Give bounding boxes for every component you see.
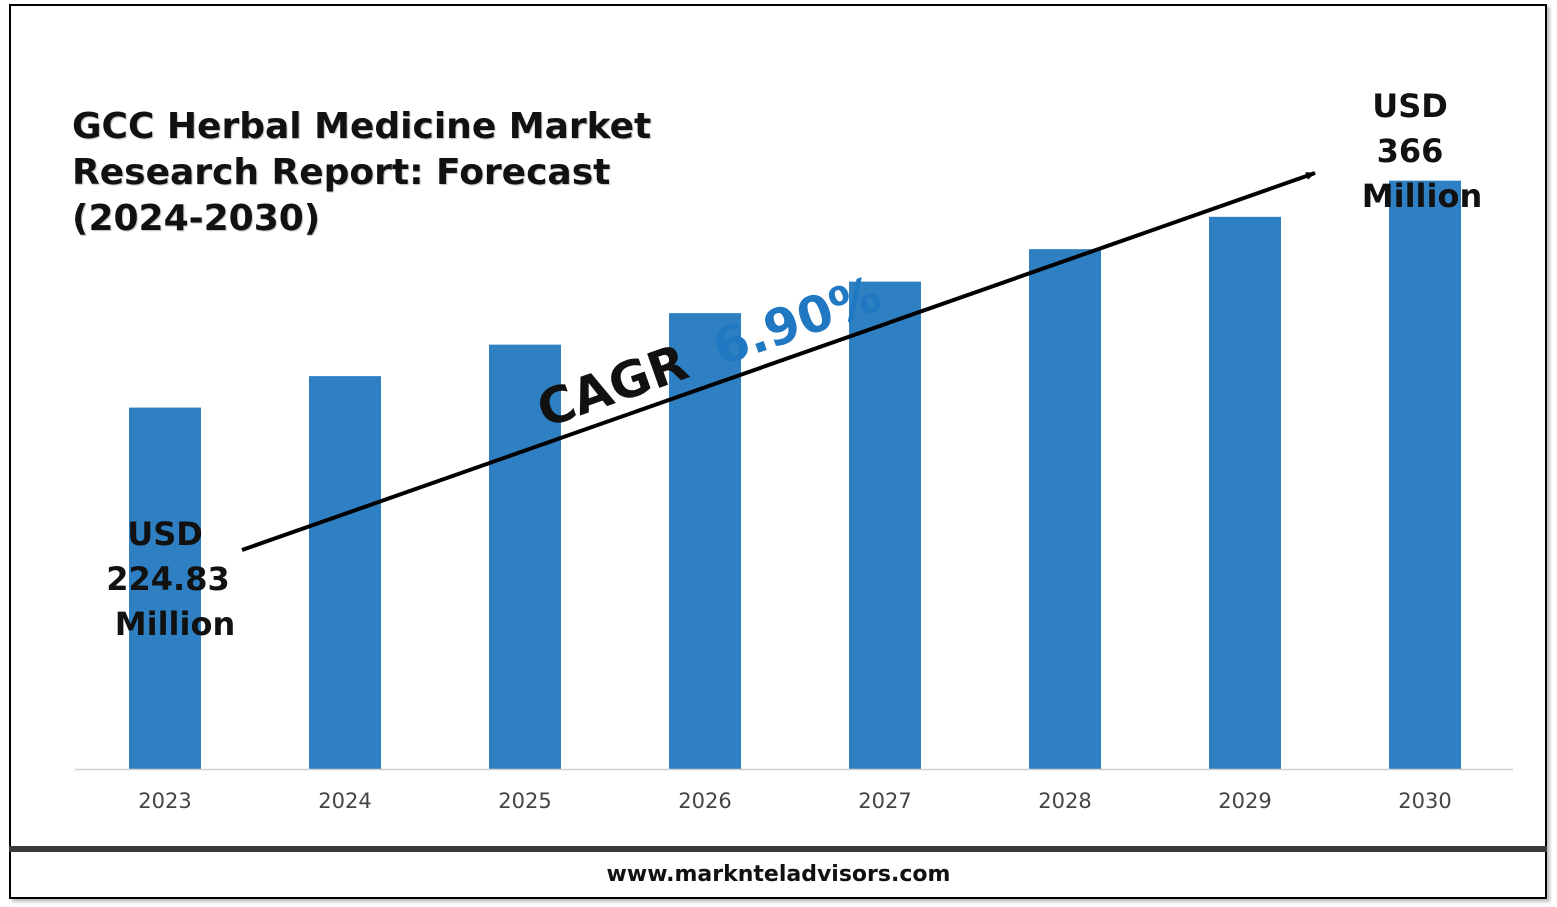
bar-2027 bbox=[849, 281, 921, 769]
end-label-line-3: Million bbox=[1362, 177, 1482, 215]
cagr-trend-arrow bbox=[241, 171, 1316, 552]
bar-2024 bbox=[309, 376, 381, 769]
start-label-line-1: USD bbox=[127, 515, 203, 553]
end-label-line-2: 366 bbox=[1377, 132, 1444, 170]
bar-2028 bbox=[1029, 249, 1101, 769]
end-value-label: USD 366 Million bbox=[1362, 87, 1482, 215]
x-tick-label-2028: 2028 bbox=[1038, 789, 1091, 813]
bars-group bbox=[129, 180, 1461, 770]
start-label-line-3: Million bbox=[115, 605, 235, 643]
x-tick-labels: 2023 2024 2025 2026 2027 2028 2029 2030 bbox=[138, 789, 1451, 813]
title-line-2: Research Report: Forecast bbox=[72, 152, 611, 193]
footer-divider bbox=[9, 846, 1547, 852]
x-tick-label-2025: 2025 bbox=[498, 789, 551, 813]
start-value-label: USD 224.83 Million bbox=[106, 515, 235, 643]
footer-website-url: www.marknteladvisors.com bbox=[606, 862, 951, 887]
x-tick-label-2029: 2029 bbox=[1218, 789, 1271, 813]
title-line-1: GCC Herbal Medicine Market bbox=[72, 106, 652, 147]
bar-2025 bbox=[489, 344, 561, 769]
x-tick-label-2024: 2024 bbox=[318, 789, 371, 813]
x-tick-label-2027: 2027 bbox=[858, 789, 911, 813]
x-tick-label-2023: 2023 bbox=[138, 789, 191, 813]
x-tick-label-2030: 2030 bbox=[1398, 789, 1451, 813]
bar-2030 bbox=[1389, 180, 1461, 769]
chart-frame bbox=[9, 4, 1547, 899]
bar-2029 bbox=[1209, 216, 1281, 770]
end-label-line-1: USD bbox=[1372, 87, 1448, 125]
start-label-line-2: 224.83 bbox=[106, 560, 229, 598]
title-line-3: (2024-2030) bbox=[72, 198, 321, 239]
chart-title: GCC Herbal Medicine Market Research Repo… bbox=[72, 104, 712, 242]
bar-2023 bbox=[129, 407, 201, 769]
x-tick-label-2026: 2026 bbox=[678, 789, 731, 813]
